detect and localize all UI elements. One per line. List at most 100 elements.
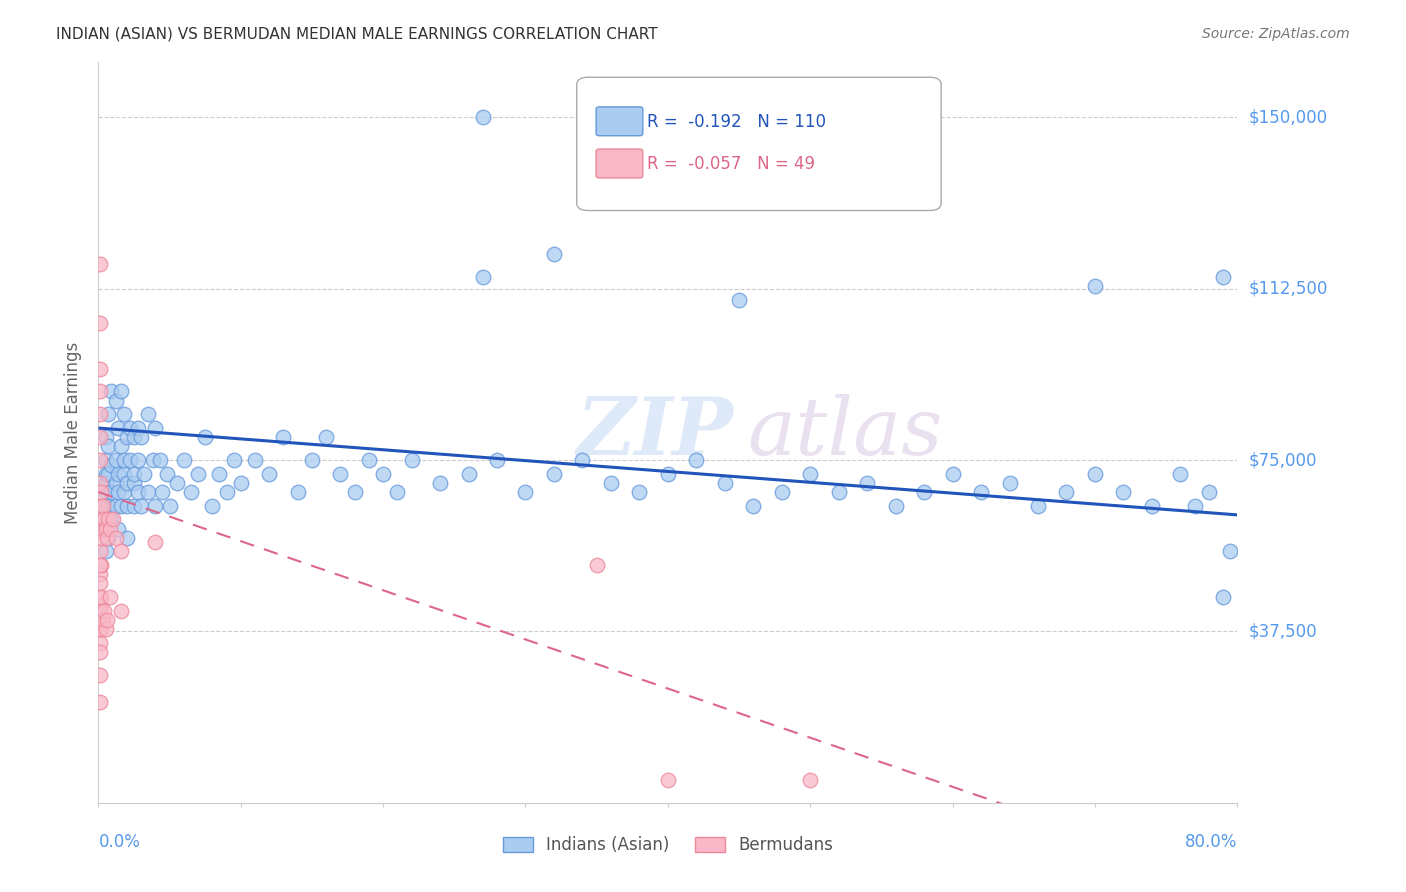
Point bbox=[94, 522, 117, 536]
Point bbox=[104, 393, 127, 408]
Point bbox=[107, 421, 129, 435]
Point bbox=[94, 485, 117, 500]
Point bbox=[89, 645, 111, 659]
Point bbox=[118, 421, 141, 435]
Text: Source: ZipAtlas.com: Source: ZipAtlas.com bbox=[1202, 27, 1350, 41]
Point bbox=[89, 695, 111, 709]
Point bbox=[112, 453, 135, 467]
Point bbox=[91, 613, 114, 627]
Point bbox=[118, 453, 141, 467]
Text: INDIAN (ASIAN) VS BERMUDAN MEDIAN MALE EARNINGS CORRELATION CHART: INDIAN (ASIAN) VS BERMUDAN MEDIAN MALE E… bbox=[56, 27, 658, 42]
Point bbox=[112, 485, 135, 500]
Point bbox=[90, 485, 112, 500]
Point bbox=[1140, 499, 1163, 513]
Point bbox=[585, 558, 607, 573]
Point bbox=[94, 467, 117, 481]
Point bbox=[229, 475, 252, 490]
Point bbox=[91, 499, 114, 513]
Point bbox=[97, 499, 120, 513]
Point bbox=[486, 453, 509, 467]
Point bbox=[90, 531, 112, 545]
Point bbox=[93, 512, 115, 526]
Point bbox=[166, 475, 188, 490]
Point bbox=[156, 467, 179, 481]
Point bbox=[89, 613, 111, 627]
Point bbox=[387, 485, 409, 500]
FancyBboxPatch shape bbox=[596, 107, 643, 136]
Point bbox=[1056, 485, 1078, 500]
Point bbox=[89, 558, 111, 573]
Point bbox=[93, 604, 115, 618]
Point bbox=[373, 467, 395, 481]
Text: ZIP: ZIP bbox=[576, 394, 734, 471]
Point bbox=[194, 430, 217, 444]
Point bbox=[129, 430, 152, 444]
Point bbox=[742, 499, 765, 513]
Point bbox=[90, 590, 112, 604]
Point bbox=[89, 668, 111, 682]
Point bbox=[1170, 467, 1192, 481]
Point bbox=[401, 453, 423, 467]
Point bbox=[208, 467, 231, 481]
Text: $150,000: $150,000 bbox=[1249, 108, 1327, 127]
Point bbox=[159, 499, 181, 513]
Point bbox=[94, 453, 117, 467]
Point bbox=[657, 772, 679, 787]
Point bbox=[101, 512, 124, 526]
Point bbox=[856, 475, 879, 490]
Text: atlas: atlas bbox=[748, 394, 943, 471]
Point bbox=[141, 453, 163, 467]
Point bbox=[543, 467, 565, 481]
Point bbox=[115, 475, 138, 490]
Text: $112,500: $112,500 bbox=[1249, 280, 1327, 298]
Point bbox=[243, 453, 266, 467]
Point bbox=[828, 485, 851, 500]
Point bbox=[273, 430, 295, 444]
Point bbox=[145, 421, 167, 435]
Point bbox=[942, 467, 965, 481]
Point bbox=[110, 544, 132, 558]
Point bbox=[97, 467, 120, 481]
Point bbox=[97, 512, 120, 526]
Point bbox=[122, 475, 145, 490]
Point bbox=[799, 772, 821, 787]
Point bbox=[657, 467, 679, 481]
Point bbox=[287, 485, 309, 500]
Point bbox=[104, 475, 127, 490]
Point bbox=[115, 531, 138, 545]
Point bbox=[457, 467, 479, 481]
Point bbox=[122, 467, 145, 481]
Text: 80.0%: 80.0% bbox=[1185, 833, 1237, 851]
Point bbox=[89, 316, 111, 330]
Point bbox=[89, 522, 111, 536]
Point bbox=[132, 467, 155, 481]
Point bbox=[107, 485, 129, 500]
Point bbox=[94, 622, 117, 636]
Point bbox=[1084, 467, 1107, 481]
Text: $75,000: $75,000 bbox=[1249, 451, 1317, 469]
Text: $37,500: $37,500 bbox=[1249, 623, 1317, 640]
Point bbox=[104, 531, 127, 545]
Point bbox=[94, 475, 117, 490]
Point bbox=[90, 558, 112, 573]
Point bbox=[136, 408, 159, 422]
Point bbox=[89, 453, 111, 467]
Point bbox=[571, 453, 593, 467]
Point bbox=[89, 604, 111, 618]
Point bbox=[89, 430, 111, 444]
Point bbox=[1112, 485, 1135, 500]
Point bbox=[770, 485, 793, 500]
Point bbox=[100, 458, 122, 472]
Point bbox=[543, 247, 565, 261]
Point bbox=[100, 512, 122, 526]
Point bbox=[315, 430, 337, 444]
Y-axis label: Median Male Earnings: Median Male Earnings bbox=[65, 342, 83, 524]
Legend: Indians (Asian), Bermudans: Indians (Asian), Bermudans bbox=[496, 830, 839, 861]
Point bbox=[884, 499, 907, 513]
Point bbox=[127, 485, 149, 500]
Point bbox=[187, 467, 209, 481]
Point bbox=[127, 421, 149, 435]
Point bbox=[136, 485, 159, 500]
Point bbox=[89, 567, 111, 582]
Point bbox=[89, 499, 111, 513]
